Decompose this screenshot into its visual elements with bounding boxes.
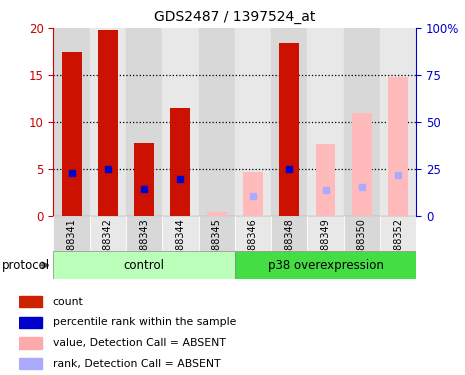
Text: GSM88352: GSM88352 bbox=[393, 219, 403, 272]
Bar bbox=[134, 142, 154, 216]
Bar bbox=[53, 216, 90, 251]
Bar bbox=[53, 28, 90, 216]
Text: p38 overexpression: p38 overexpression bbox=[267, 259, 384, 272]
Bar bbox=[207, 212, 226, 216]
Bar bbox=[126, 216, 162, 251]
Bar bbox=[62, 52, 81, 216]
Bar bbox=[98, 30, 118, 216]
Bar bbox=[344, 216, 380, 251]
Bar bbox=[162, 216, 199, 251]
Text: GSM88350: GSM88350 bbox=[357, 219, 367, 272]
Bar bbox=[19, 337, 42, 349]
Bar bbox=[380, 216, 416, 251]
Text: GSM88341: GSM88341 bbox=[66, 219, 77, 271]
Text: protocol: protocol bbox=[2, 259, 50, 272]
Bar bbox=[235, 251, 416, 279]
Bar bbox=[344, 28, 380, 216]
Bar bbox=[307, 28, 344, 216]
Text: GSM88342: GSM88342 bbox=[103, 219, 113, 272]
Bar bbox=[171, 108, 190, 216]
Bar bbox=[19, 296, 42, 307]
Bar bbox=[307, 216, 344, 251]
Text: value, Detection Call = ABSENT: value, Detection Call = ABSENT bbox=[53, 338, 226, 348]
Text: control: control bbox=[124, 259, 165, 272]
Bar bbox=[380, 28, 416, 216]
Bar bbox=[199, 216, 235, 251]
Bar bbox=[126, 28, 162, 216]
Text: GSM88348: GSM88348 bbox=[284, 219, 294, 271]
Text: GSM88343: GSM88343 bbox=[139, 219, 149, 271]
Bar bbox=[271, 216, 307, 251]
Text: rank, Detection Call = ABSENT: rank, Detection Call = ABSENT bbox=[53, 358, 220, 369]
Bar bbox=[19, 358, 42, 369]
Bar bbox=[388, 77, 408, 216]
Text: count: count bbox=[53, 297, 84, 307]
Text: percentile rank within the sample: percentile rank within the sample bbox=[53, 317, 236, 327]
Bar bbox=[316, 144, 335, 216]
Bar bbox=[53, 251, 235, 279]
Bar bbox=[19, 316, 42, 328]
Bar bbox=[271, 28, 307, 216]
Bar bbox=[235, 216, 271, 251]
Title: GDS2487 / 1397524_at: GDS2487 / 1397524_at bbox=[154, 10, 316, 24]
Bar bbox=[243, 172, 263, 216]
Bar bbox=[199, 28, 235, 216]
Bar bbox=[279, 43, 299, 216]
Text: GSM88345: GSM88345 bbox=[212, 219, 222, 272]
Text: GSM88349: GSM88349 bbox=[320, 219, 331, 271]
Text: GSM88344: GSM88344 bbox=[175, 219, 186, 271]
Bar bbox=[352, 112, 372, 216]
Bar bbox=[235, 28, 271, 216]
Text: GSM88346: GSM88346 bbox=[248, 219, 258, 271]
Bar bbox=[162, 28, 199, 216]
Bar bbox=[90, 216, 126, 251]
Bar bbox=[90, 28, 126, 216]
